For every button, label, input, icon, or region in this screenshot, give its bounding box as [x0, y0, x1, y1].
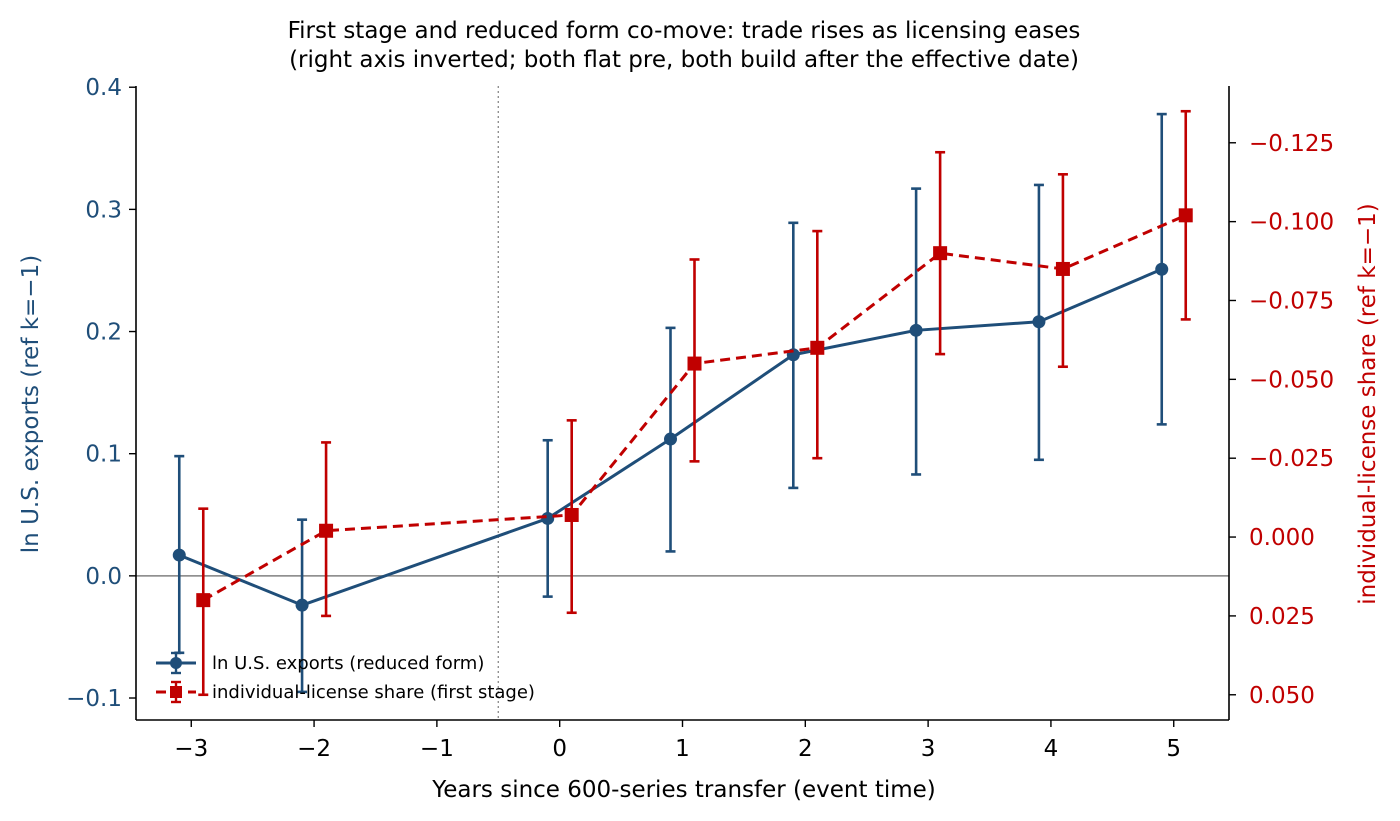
left-y-tick-label: −0.1	[66, 686, 122, 712]
x-tick-label: −1	[420, 736, 454, 762]
x-tick-label: −2	[297, 736, 331, 762]
x-tick-label: 3	[921, 736, 936, 762]
data-point	[564, 507, 579, 522]
x-tick-label: 0	[552, 736, 567, 762]
chart-subtitle-text: (right axis inverted; both flat pre, bot…	[289, 47, 1079, 73]
chart-title: First stage and reduced form co-move: tr…	[288, 18, 1081, 73]
data-point	[172, 548, 186, 562]
right-y-tick-label: −0.025	[1249, 446, 1334, 472]
right-y-tick-label: 0.050	[1249, 683, 1315, 709]
data-point	[295, 598, 309, 612]
right-y-tick-label: −0.100	[1249, 210, 1334, 236]
left-y-tick-label: 0.2	[85, 320, 122, 346]
reference-lines	[136, 86, 1229, 720]
data-point	[1178, 208, 1193, 223]
legend-label: individual-license share (first stage)	[212, 682, 535, 703]
legend-label: ln U.S. exports (reduced form)	[212, 653, 484, 674]
data-point	[1055, 261, 1070, 276]
data-point	[810, 340, 825, 355]
right-y-axis-label: individual-license share (ref k=−1)	[1355, 203, 1381, 605]
legend-item: individual-license share (first stage)	[156, 680, 535, 704]
left-y-tick-label: 0.1	[85, 442, 122, 468]
data-point	[1032, 315, 1046, 329]
right-y-tick-label: −0.125	[1249, 131, 1334, 157]
data-point	[909, 323, 923, 337]
series-reduced-form	[172, 112, 1169, 694]
legend: ln U.S. exports (reduced form) individual…	[156, 651, 535, 704]
x-tick-label: 5	[1166, 736, 1181, 762]
series-line	[202, 213, 1187, 602]
data-point	[541, 511, 555, 525]
right-y-tick-label: 0.025	[1249, 604, 1315, 630]
right-y-tick-label: −0.050	[1249, 367, 1334, 393]
series-layer	[172, 109, 1193, 697]
legend-marker	[170, 686, 182, 698]
data-point	[1155, 262, 1169, 276]
x-tick-label: 2	[798, 736, 813, 762]
left-y-tick-label: 0.4	[85, 75, 122, 101]
data-point	[196, 593, 211, 608]
right-y-tick-label: 0.000	[1249, 525, 1315, 551]
data-point	[933, 246, 948, 261]
x-tick-label: 4	[1044, 736, 1059, 762]
chart-title-text: First stage and reduced form co-move: tr…	[288, 18, 1081, 44]
data-point	[687, 356, 702, 371]
legend-marker	[170, 657, 182, 669]
data-point	[319, 523, 334, 538]
data-point	[664, 432, 677, 446]
x-axis-label: Years since 600-series transfer (event t…	[431, 777, 936, 803]
left-y-axis-label: ln U.S. exports (ref k=−1)	[18, 255, 44, 553]
axes: −3 −2 −1 0 1 2 3 4 5 −0.1 0.0 0.1 0.2 0.3 0.4 0.050 0.02…	[66, 75, 1334, 762]
x-tick-label: 1	[675, 736, 690, 762]
series-line	[178, 267, 1163, 607]
x-tick-label: −3	[174, 736, 208, 762]
series-first-stage	[196, 109, 1193, 697]
right-y-tick-label: −0.075	[1249, 288, 1334, 314]
left-y-tick-label: 0.3	[85, 197, 122, 223]
left-y-tick-label: 0.0	[85, 564, 122, 590]
legend-item: ln U.S. exports (reduced form)	[156, 651, 484, 675]
